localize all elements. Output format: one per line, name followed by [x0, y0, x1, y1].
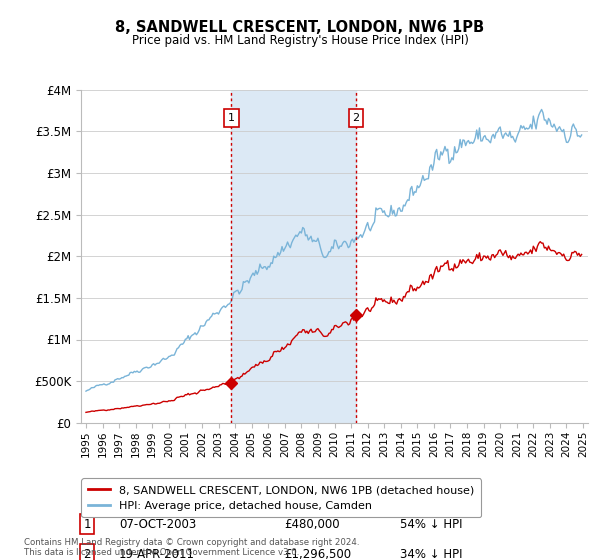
Text: 54% ↓ HPI: 54% ↓ HPI — [400, 518, 463, 531]
Text: £480,000: £480,000 — [284, 518, 340, 531]
Text: 2: 2 — [352, 113, 359, 123]
Bar — [231, 90, 356, 423]
Text: 8, SANDWELL CRESCENT, LONDON, NW6 1PB: 8, SANDWELL CRESCENT, LONDON, NW6 1PB — [115, 20, 485, 35]
Text: Price paid vs. HM Land Registry's House Price Index (HPI): Price paid vs. HM Land Registry's House … — [131, 34, 469, 46]
Text: 07-OCT-2003: 07-OCT-2003 — [119, 518, 196, 531]
Text: Contains HM Land Registry data © Crown copyright and database right 2024.
This d: Contains HM Land Registry data © Crown c… — [24, 538, 359, 557]
Text: £1,296,500: £1,296,500 — [284, 548, 351, 560]
Text: 1: 1 — [228, 113, 235, 123]
Text: 2: 2 — [83, 548, 91, 560]
Legend: 8, SANDWELL CRESCENT, LONDON, NW6 1PB (detached house), HPI: Average price, deta: 8, SANDWELL CRESCENT, LONDON, NW6 1PB (d… — [82, 478, 481, 517]
Text: 1: 1 — [83, 518, 91, 531]
Text: 34% ↓ HPI: 34% ↓ HPI — [400, 548, 463, 560]
Text: 19-APR-2011: 19-APR-2011 — [119, 548, 195, 560]
